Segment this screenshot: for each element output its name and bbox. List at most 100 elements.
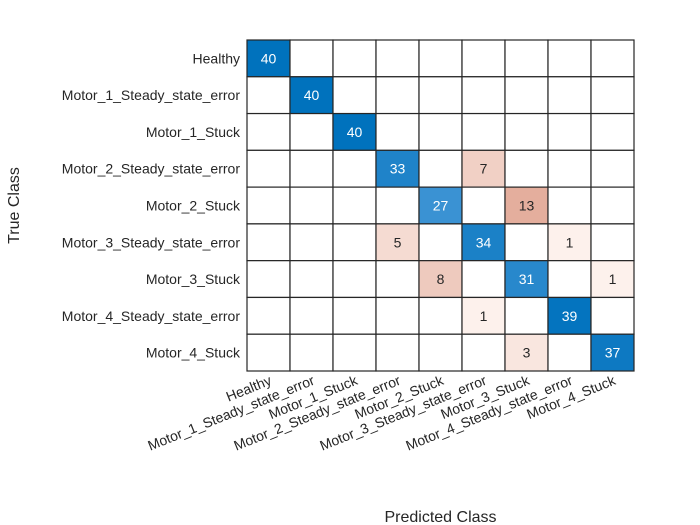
matrix-cell-7-1 xyxy=(289,296,334,335)
matrix-cell-5-4 xyxy=(418,223,463,262)
matrix-cell-2-6 xyxy=(504,112,549,151)
y-tick-label-5: Motor_3_Steady_state_error xyxy=(62,234,241,250)
y-tick-label-8: Motor_4_Stuck xyxy=(146,345,241,361)
y-tick-label-2: Motor_1_Stuck xyxy=(146,124,241,140)
matrix-cell-3-0 xyxy=(246,149,291,188)
matrix-cell-0-0 xyxy=(246,39,291,78)
cell-value-8-8: 37 xyxy=(605,345,621,361)
matrix-cell-0-1 xyxy=(289,39,334,78)
matrix-cell-2-4 xyxy=(418,112,463,151)
matrix-cell-2-3 xyxy=(375,112,420,151)
cell-value-7-5: 1 xyxy=(480,308,488,324)
matrix-cell-6-7 xyxy=(547,260,592,299)
matrix-cell-1-6 xyxy=(504,76,549,115)
matrix-cell-2-8 xyxy=(590,112,635,151)
matrix-cell-0-7 xyxy=(547,39,592,78)
matrix-cell-8-8 xyxy=(590,333,635,372)
matrix-cell-3-1 xyxy=(289,149,334,188)
matrix-cell-1-3 xyxy=(375,76,420,115)
cell-value-2-2: 40 xyxy=(347,124,363,140)
y-axis-title: True Class xyxy=(6,167,23,244)
cell-value-5-7: 1 xyxy=(566,234,574,250)
matrix-cell-8-2 xyxy=(332,333,377,372)
matrix-cell-8-7 xyxy=(547,333,592,372)
matrix-cell-1-2 xyxy=(332,76,377,115)
matrix-cell-5-6 xyxy=(504,223,549,262)
matrix-cell-1-1 xyxy=(289,76,334,115)
matrix-cell-0-4 xyxy=(418,39,463,78)
matrix-cell-4-5 xyxy=(461,186,506,225)
cell-value-6-6: 31 xyxy=(519,271,535,287)
cell-value-3-3: 33 xyxy=(390,161,406,177)
matrix-cell-4-4 xyxy=(418,186,463,225)
matrix-cell-3-8 xyxy=(590,149,635,188)
y-tick-label-6: Motor_3_Stuck xyxy=(146,271,241,287)
matrix-cell-8-6 xyxy=(504,333,549,372)
cell-value-4-6: 13 xyxy=(519,198,535,214)
matrix-cell-3-6 xyxy=(504,149,549,188)
matrix-cell-7-0 xyxy=(246,296,291,335)
y-tick-label-4: Motor_2_Stuck xyxy=(146,198,241,214)
cell-value-7-7: 39 xyxy=(562,308,578,324)
matrix-cell-4-3 xyxy=(375,186,420,225)
matrix-cell-4-1 xyxy=(289,186,334,225)
matrix-cell-5-3 xyxy=(375,223,420,262)
matrix-cell-6-2 xyxy=(332,260,377,299)
matrix-cell-0-2 xyxy=(332,39,377,78)
matrix-cell-5-0 xyxy=(246,223,291,262)
matrix-cell-1-4 xyxy=(418,76,463,115)
matrix-cell-6-5 xyxy=(461,260,506,299)
matrix-cell-3-7 xyxy=(547,149,592,188)
matrix-cell-7-5 xyxy=(461,296,506,335)
y-tick-label-7: Motor_4_Steady_state_error xyxy=(62,308,241,324)
cell-value-6-8: 1 xyxy=(609,271,617,287)
cell-value-5-5: 34 xyxy=(476,234,492,250)
matrix-cell-4-0 xyxy=(246,186,291,225)
y-tick-label-1: Motor_1_Steady_state_error xyxy=(62,87,241,103)
matrix-cell-0-3 xyxy=(375,39,420,78)
matrix-cell-0-8 xyxy=(590,39,635,78)
matrix-cell-2-1 xyxy=(289,112,334,151)
cell-value-5-3: 5 xyxy=(394,234,402,250)
cell-value-3-5: 7 xyxy=(480,161,488,177)
y-tick-label-0: Healthy xyxy=(193,50,240,66)
matrix-cell-8-1 xyxy=(289,333,334,372)
matrix-cell-3-2 xyxy=(332,149,377,188)
matrix-cell-7-4 xyxy=(418,296,463,335)
matrix-cell-6-1 xyxy=(289,260,334,299)
x-axis-title: Predicted Class xyxy=(384,509,496,525)
matrix-cell-1-5 xyxy=(461,76,506,115)
matrix-cell-6-3 xyxy=(375,260,420,299)
matrix-cell-0-5 xyxy=(461,39,506,78)
matrix-cell-4-7 xyxy=(547,186,592,225)
cell-value-0-0: 40 xyxy=(261,50,277,66)
matrix-cell-8-3 xyxy=(375,333,420,372)
matrix-cell-2-5 xyxy=(461,112,506,151)
matrix-cell-7-2 xyxy=(332,296,377,335)
matrix-cell-1-0 xyxy=(246,76,291,115)
matrix-cell-8-5 xyxy=(461,333,506,372)
cell-value-6-4: 8 xyxy=(437,271,445,287)
matrix-cell-0-6 xyxy=(504,39,549,78)
matrix-cell-2-0 xyxy=(246,112,291,151)
y-tick-labels: Healthy Motor_1_Steady_state_error Motor_1… xyxy=(62,50,241,360)
matrix-cell-4-8 xyxy=(590,186,635,225)
matrix-cell-5-2 xyxy=(332,223,377,262)
matrix-cell-1-8 xyxy=(590,76,635,115)
matrix-cell-8-4 xyxy=(418,333,463,372)
matrix-cell-5-8 xyxy=(590,223,635,262)
cell-value-4-4: 27 xyxy=(433,198,449,214)
matrix-cell-7-8 xyxy=(590,296,635,335)
cell-value-8-6: 3 xyxy=(523,345,531,361)
matrix-cell-7-6 xyxy=(504,296,549,335)
matrix-cell-2-7 xyxy=(547,112,592,151)
matrix-cell-4-2 xyxy=(332,186,377,225)
matrix-cell-7-3 xyxy=(375,296,420,335)
matrix-cell-6-0 xyxy=(246,260,291,299)
matrix-cell-5-7 xyxy=(547,223,592,262)
matrix-cell-8-0 xyxy=(246,333,291,372)
matrix-cell-6-6 xyxy=(504,260,549,299)
cell-value-1-1: 40 xyxy=(304,87,320,103)
